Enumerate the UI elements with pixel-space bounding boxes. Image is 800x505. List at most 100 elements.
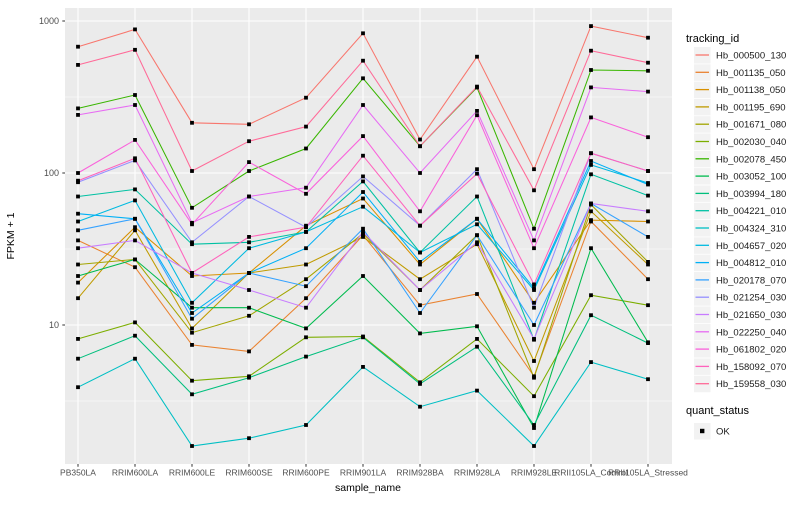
data-point [133,320,137,325]
data-point [532,305,536,310]
data-point [475,324,479,329]
data-point [532,238,536,243]
legend-entry-label: Hb_001671_080 [716,120,786,131]
data-point [361,134,365,138]
legend-entries: Hb_000500_130 Hb_001135_050 Hb_001138_050 H… [694,47,786,393]
data-point [76,262,80,267]
data-point [133,216,137,221]
data-point [190,311,194,315]
data-point [532,337,536,341]
data-point [646,277,650,282]
data-point [133,103,137,107]
legend-entry-label: Hb_000500_130 [716,51,786,62]
legend-entry-label: Hb_002030_040 [716,137,786,148]
data-point [589,163,593,167]
legend-entry-Hb_003994_180: Hb_003994_180 [694,185,786,202]
data-point [589,218,593,222]
data-point [532,423,536,427]
data-point [76,63,80,67]
data-point [304,95,308,100]
data-point [304,191,308,196]
data-point [475,216,479,221]
data-point [646,219,650,224]
data-point [133,158,137,163]
y-axis-title: FPKM + 1 [5,212,17,259]
data-point [133,156,137,161]
data-point [247,246,251,251]
legend-entry-Hb_001138_050: Hb_001138_050 [694,81,786,99]
x-tick-label: RRII105LA_Control [554,468,628,478]
data-point [532,226,536,231]
data-point [589,246,593,251]
data-point [646,89,650,94]
y-tick-label-1000: 1000 [39,16,59,26]
data-point [190,242,194,247]
data-point [475,337,479,341]
data-point [76,44,80,49]
data-point [304,225,308,230]
data-point [475,344,479,349]
legend-entry-label: Hb_158092_070 [716,362,786,373]
data-point [418,331,422,336]
legend-entry-Hb_001671_080: Hb_001671_080 [694,116,786,133]
legend-entry-label: Hb_020178_070 [716,275,786,286]
data-point [532,300,536,305]
legend-entry-label: Hb_002078_450 [716,154,786,165]
data-point [247,235,251,239]
data-point [589,209,593,214]
data-point [133,93,137,97]
x-tick-label: RRIM600LE [169,468,216,478]
data-point [361,335,365,340]
data-point [133,47,137,52]
data-point [304,335,308,340]
data-point [133,198,137,203]
data-point [247,194,251,199]
data-point [361,31,365,36]
data-point [418,311,422,315]
data-point [190,120,194,125]
legend-entry-label: Hb_001138_050 [716,85,786,96]
data-point [646,209,650,214]
data-point [361,76,365,81]
data-point [646,303,650,308]
legend-entry-Hb_004221_010: Hb_004221_010 [694,202,786,220]
data-point [76,296,80,301]
data-point [190,392,194,397]
data-point [133,257,137,262]
data-point [361,58,365,63]
data-point [133,225,137,230]
data-point [475,54,479,59]
data-point [361,174,365,179]
legend-entry-label: Hb_022250_040 [716,327,786,338]
data-point [475,167,479,172]
data-point [646,182,650,187]
data-point [532,394,536,399]
data-point [361,103,365,107]
data-point [190,444,194,448]
data-point [475,242,479,247]
data-point [247,313,251,318]
data-point [418,303,422,308]
data-point [247,139,251,144]
data-point [532,188,536,193]
data-point [589,313,593,318]
data-point [646,260,650,264]
data-point [475,109,479,113]
quant-legend-label: OK [716,427,730,438]
data-point [190,316,194,321]
legend-entry-label: Hb_061802_020 [716,345,786,356]
data-point [133,356,137,361]
data-point [304,354,308,359]
data-point [76,337,80,341]
data-point [418,144,422,149]
data-point [304,185,308,190]
data-point [418,404,422,409]
data-point [190,274,194,278]
data-point [133,228,137,233]
data-point [76,106,80,111]
data-point [589,115,593,120]
data-points [76,24,650,448]
data-point [361,230,365,234]
data-point [589,201,593,206]
data-point [646,68,650,73]
